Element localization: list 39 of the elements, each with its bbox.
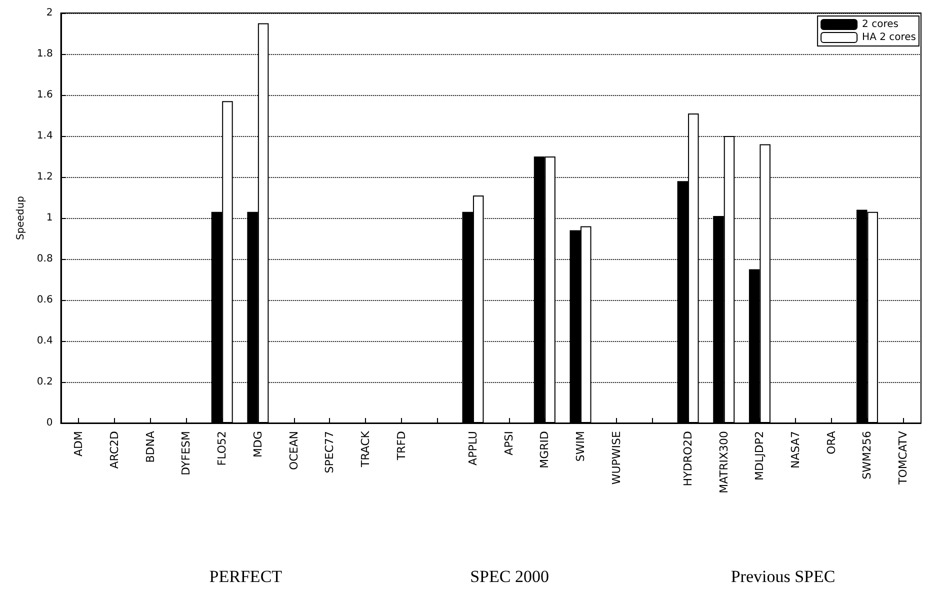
x-tick-label: ORA (824, 430, 838, 454)
x-tick-label: OCEAN (287, 431, 300, 470)
y-tick-label: 0.6 (36, 294, 53, 306)
x-tick-label: SWIM (574, 431, 588, 462)
x-tick-label: DYFESM (180, 431, 193, 476)
legend-label: HA 2 cores (862, 32, 916, 43)
x-tick-label: HYDRO2D (682, 431, 695, 486)
y-axis-title: Speedup (16, 196, 26, 240)
x-tick-label: APSI (502, 431, 516, 456)
text: PERFECT (209, 567, 283, 586)
x-tick-label: FLO52 (216, 431, 229, 466)
x-tick-label: MDG (251, 431, 264, 458)
x-tick-label: WUPWISE (610, 430, 623, 485)
x-tick-label: SPEC77 (323, 431, 336, 474)
x-tick-label: NASA7 (789, 431, 802, 468)
y-tick-label: 2 (46, 8, 53, 18)
text: SPEC 2000 (470, 567, 549, 586)
y-tick-label: 0 (46, 418, 53, 428)
y-tick-label: 1.6 (36, 90, 53, 100)
x-tick-label: APPLU (466, 431, 480, 466)
y-tick-label: 1.8 (36, 48, 53, 60)
x-tick-label: SWM256 (860, 431, 874, 480)
x-tick-label: BDNA (144, 430, 157, 463)
y-tick-label: 0.4 (36, 336, 53, 346)
y-tick-label: 0.2 (36, 376, 53, 388)
x-tick-label: ADM (72, 431, 86, 456)
x-tick-label: ARC2D (108, 431, 122, 469)
text: Previous SPEC (730, 567, 836, 586)
legend-label: 2 cores (862, 19, 898, 30)
y-tick-label: 1.2 (36, 172, 53, 182)
x-tick-label: MDLJDP2 (753, 431, 766, 480)
x-tick-label: MGRID (538, 431, 552, 468)
x-tick-label: TOMCATV (896, 430, 910, 486)
x-tick-label: MATRIX300 (717, 431, 730, 494)
x-tick-label: TRFD (394, 431, 408, 462)
y-tick-label: 0.8 (36, 254, 53, 264)
y-tick-label: 1 (46, 212, 53, 224)
x-tick-label: TRACK (358, 430, 372, 468)
y-tick-label: 1.4 (36, 130, 53, 142)
